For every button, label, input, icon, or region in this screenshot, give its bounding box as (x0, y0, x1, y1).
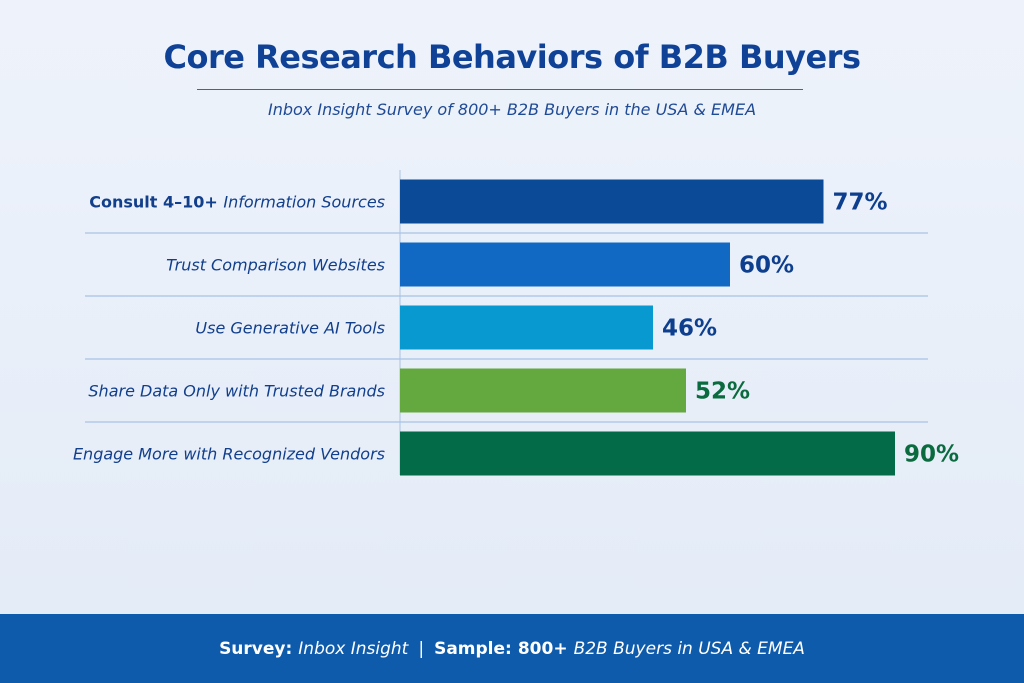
value-label-4: 52% (695, 379, 750, 405)
title-divider (197, 89, 803, 90)
footer-sample-label: Sample: (434, 638, 512, 659)
value-label-2: 60% (739, 253, 794, 279)
category-label-5: Engage More with Recognized Vendors (73, 445, 385, 464)
category-label-part: Engage More with Recognized Vendors (73, 445, 385, 464)
chart-title: Core Research Behaviors of B2B Buyers (163, 38, 862, 76)
bar-3 (400, 305, 653, 350)
category-label-1: Consult 4–10+ Information Sources (89, 193, 385, 212)
footer-survey-value: Inbox Insight (298, 638, 409, 659)
footer-separator: | (418, 638, 425, 659)
category-label-3: Use Generative AI Tools (195, 319, 385, 338)
bar-1 (400, 179, 824, 224)
category-label-part: Information Sources (223, 193, 385, 212)
bar-5 (400, 431, 895, 476)
footer-bar: Survey: Inbox Insight | Sample: 800+ B2B… (0, 614, 1024, 683)
bar-4 (400, 368, 686, 413)
value-label-5: 90% (904, 442, 959, 468)
chart-subtitle: Inbox Insight Survey of 800+ B2B Buyers … (267, 100, 757, 119)
footer-survey-label: Survey: (219, 638, 293, 659)
footer-sample-count: 800+ (517, 638, 568, 659)
value-label-3: 46% (662, 316, 717, 342)
category-label-part: Use Generative AI Tools (195, 319, 385, 338)
bar-2 (400, 242, 730, 287)
category-label-2: Trust Comparison Websites (166, 256, 385, 275)
category-label-part: Trust Comparison Websites (166, 256, 385, 275)
category-label-part: Consult (89, 193, 163, 212)
category-label-part: Share Data Only with Trusted Brands (88, 382, 385, 401)
value-label-1: 77% (833, 190, 888, 216)
category-label-part: 4–10+ (163, 193, 223, 212)
footer-sample-value: B2B Buyers in USA & EMEA (573, 638, 805, 659)
category-label-4: Share Data Only with Trusted Brands (88, 382, 385, 401)
